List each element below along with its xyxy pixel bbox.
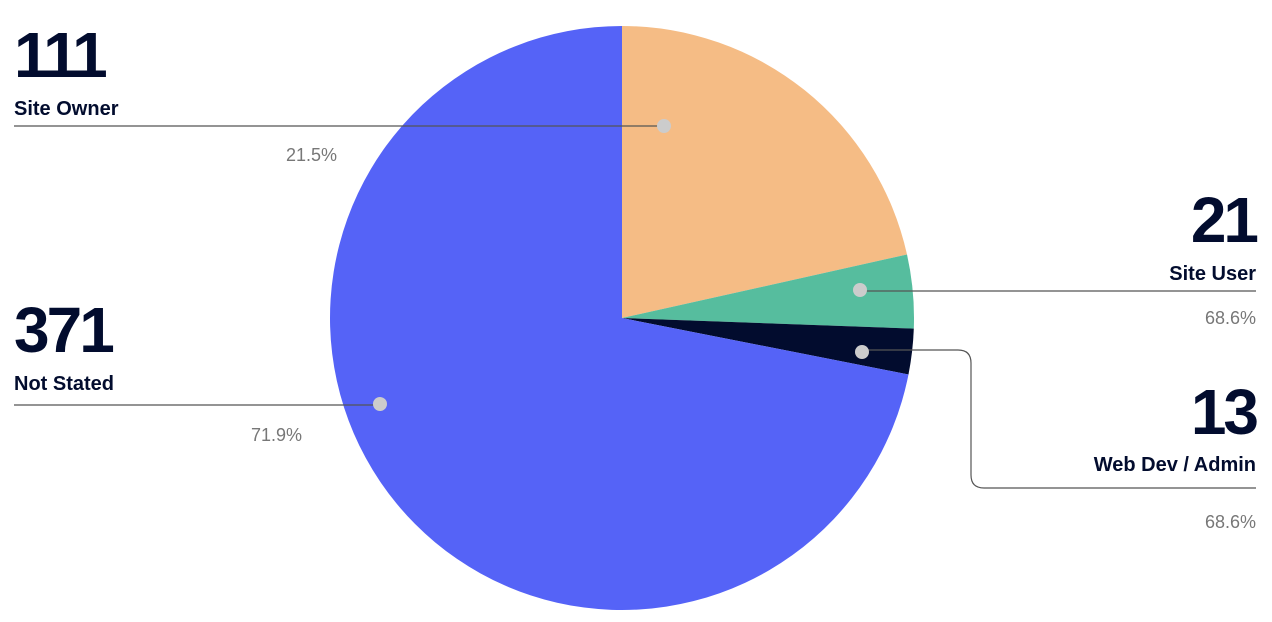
percent-label: 21.5%	[286, 145, 337, 165]
slice-value: 111	[14, 19, 106, 91]
percent-label: 71.9%	[251, 425, 302, 445]
percent-label: 68.6%	[1205, 512, 1256, 532]
slice-label: Web Dev / Admin	[1094, 454, 1256, 476]
pie-slice	[622, 26, 908, 318]
leader-dot	[855, 345, 869, 359]
pie-slice	[330, 26, 909, 610]
leader-line	[862, 349, 1256, 489]
pie-slice	[622, 254, 914, 329]
slice-label: Site User	[1169, 263, 1256, 285]
slice-value: 371	[14, 294, 113, 366]
leader-dot	[657, 119, 671, 133]
slice-label: Site Owner	[14, 98, 119, 120]
slice-value: 21	[1191, 184, 1258, 256]
percent-label: 68.6%	[1205, 308, 1256, 328]
slice-value: 13	[1191, 376, 1258, 448]
leader-dot	[373, 397, 387, 411]
slice-label: Not Stated	[14, 373, 114, 395]
leader-dot	[853, 283, 867, 297]
pie-slice	[622, 318, 914, 375]
